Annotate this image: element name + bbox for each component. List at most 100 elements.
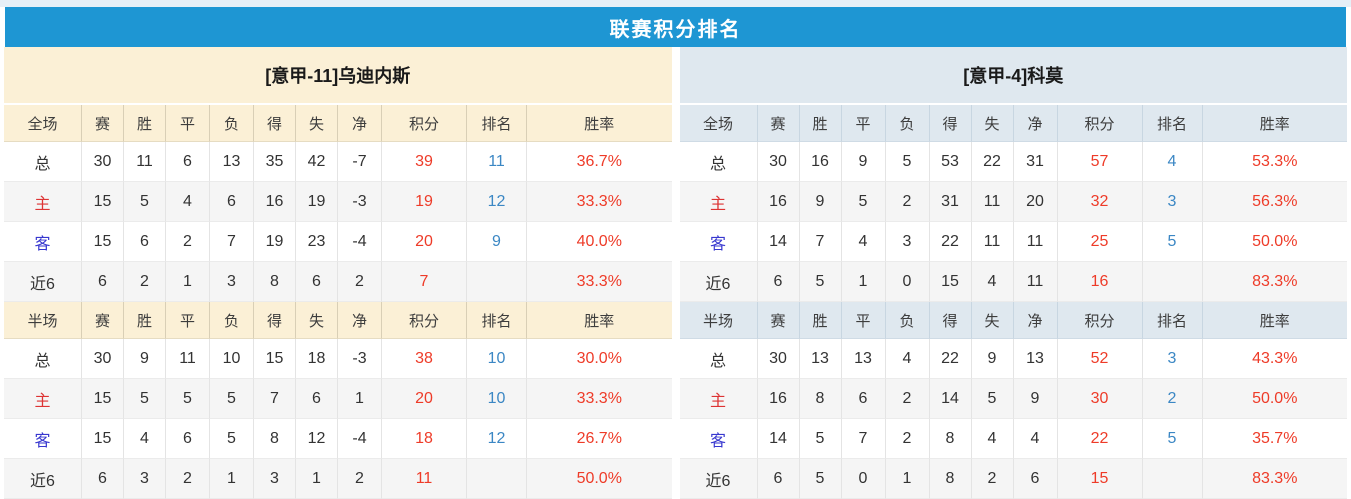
stat-cell: 9 xyxy=(971,339,1014,379)
row-label: 总 xyxy=(4,339,82,379)
stat-cell: 4 xyxy=(885,339,930,379)
team-panel-left: [意甲-11]乌迪内斯 全场赛胜平负得失净积分 排名 胜率总 30 11 6 13 35 42-… xyxy=(4,47,672,499)
winrate-cell: 36.7% xyxy=(527,142,672,182)
stat-cell: 30 xyxy=(757,339,800,379)
stat-cell: 6 xyxy=(82,459,124,499)
stat-cell: 18 xyxy=(296,339,338,379)
column-header: 赛 xyxy=(757,105,800,142)
top-strip xyxy=(0,0,1351,7)
column-header: 胜率 xyxy=(1202,302,1347,339)
winrate-cell: 50.0% xyxy=(1202,222,1347,262)
column-header: 失 xyxy=(296,105,338,142)
stat-cell: 22 xyxy=(929,339,972,379)
row-label: 主 xyxy=(679,182,758,222)
stat-cell: 4 xyxy=(841,222,886,262)
table-row: 主 15 5 4 6 16 19 -3 19 12 33.3% xyxy=(4,182,672,222)
winrate-cell: 33.3% xyxy=(527,379,672,419)
rank-cell: 9 xyxy=(467,222,527,262)
points-cell: 25 xyxy=(1057,222,1143,262)
row-label: 客 xyxy=(679,222,758,262)
stat-cell: 4 xyxy=(124,419,166,459)
column-header: 胜 xyxy=(799,105,842,142)
stat-cell: 4 xyxy=(166,182,210,222)
points-cell: 19 xyxy=(382,182,467,222)
winrate-cell: 50.0% xyxy=(527,459,672,499)
stat-cell: 6 xyxy=(757,459,800,499)
stat-cell: 6 xyxy=(296,262,338,302)
row-label: 主 xyxy=(4,182,82,222)
stat-cell: 14 xyxy=(757,222,800,262)
stat-cell: 19 xyxy=(254,222,296,262)
stat-cell: 5 xyxy=(210,419,254,459)
stat-cell: 5 xyxy=(124,379,166,419)
table-row: 主 16 9 5 2 31 11 20 32 3 56.3% xyxy=(679,182,1347,222)
column-header: 得 xyxy=(929,105,972,142)
stat-cell: 4 xyxy=(1013,419,1058,459)
column-header: 净 xyxy=(1013,302,1058,339)
stat-cell: 9 xyxy=(124,339,166,379)
column-header: 净 xyxy=(1013,105,1058,142)
points-cell: 52 xyxy=(1057,339,1143,379)
stats-table-full: 全场赛胜平负得失净积分 排名 胜率总 30 16 9 5 53 22 31 57 4 53.3% 主 16 9… xyxy=(679,105,1347,302)
table-row: 近6 6 2 1 3 8 6 2 7 33.3% xyxy=(4,262,672,302)
stat-cell: 23 xyxy=(296,222,338,262)
column-header: 排名 xyxy=(1142,302,1203,339)
stats-table-half: 半场赛胜平负得失净积分 排名 胜率总 30 9 11 10 15 18 -3 38 10 30.0% 主 1… xyxy=(4,302,672,499)
rank-cell: 3 xyxy=(1142,339,1203,379)
stat-cell: 4 xyxy=(971,419,1014,459)
winrate-cell: 35.7% xyxy=(1202,419,1347,459)
stat-cell: 16 xyxy=(254,182,296,222)
stat-cell: 9 xyxy=(799,182,842,222)
column-header: 平 xyxy=(166,302,210,339)
column-header: 负 xyxy=(885,302,930,339)
winrate-cell: 83.3% xyxy=(1202,262,1347,302)
column-header: 胜率 xyxy=(1202,105,1347,142)
stat-cell: 16 xyxy=(799,142,842,182)
stat-cell: 6 xyxy=(1013,459,1058,499)
rank-cell: 12 xyxy=(467,419,527,459)
table-row: 总 30 9 11 10 15 18 -3 38 10 30.0% xyxy=(4,339,672,379)
column-header: 积分 xyxy=(1057,105,1143,142)
rank-cell xyxy=(1142,262,1203,302)
stat-cell: 19 xyxy=(296,182,338,222)
rank-cell: 10 xyxy=(467,379,527,419)
stat-cell: 8 xyxy=(929,419,972,459)
rank-cell: 4 xyxy=(1142,142,1203,182)
winrate-cell: 26.7% xyxy=(527,419,672,459)
stat-cell: 9 xyxy=(841,142,886,182)
column-header: 胜 xyxy=(124,105,166,142)
stat-cell: 16 xyxy=(757,379,800,419)
points-cell: 22 xyxy=(1057,419,1143,459)
column-header-row: 全场赛胜平负得失净积分 排名 胜率 xyxy=(4,105,672,142)
table-row: 客 15 6 2 7 19 23 -4 20 9 40.0% xyxy=(4,222,672,262)
stat-cell: 5 xyxy=(124,182,166,222)
points-cell: 30 xyxy=(1057,379,1143,419)
stat-cell: 6 xyxy=(124,222,166,262)
rank-cell: 11 xyxy=(467,142,527,182)
stats-table-half: 半场赛胜平负得失净积分 排名 胜率总 30 13 13 4 22 9 13 52 3 43.3% 主 16 8… xyxy=(679,302,1347,499)
column-header: 负 xyxy=(210,302,254,339)
stat-cell: 3 xyxy=(254,459,296,499)
stat-cell: 15 xyxy=(82,379,124,419)
column-header: 失 xyxy=(971,302,1014,339)
row-label: 近6 xyxy=(679,262,758,302)
rank-cell: 2 xyxy=(1142,379,1203,419)
stat-cell: 15 xyxy=(929,262,972,302)
stat-cell: 9 xyxy=(1013,379,1058,419)
stat-cell: -3 xyxy=(338,182,382,222)
stat-cell: 7 xyxy=(210,222,254,262)
table-row: 总 30 11 6 13 35 42 -7 39 11 36.7% xyxy=(4,142,672,182)
column-header: 得 xyxy=(254,302,296,339)
rank-cell xyxy=(467,459,527,499)
points-cell: 32 xyxy=(1057,182,1143,222)
row-label: 近6 xyxy=(4,459,82,499)
stat-cell: 5 xyxy=(799,419,842,459)
column-header: 全场 xyxy=(4,105,82,142)
column-header: 胜率 xyxy=(527,302,672,339)
column-header: 排名 xyxy=(1142,105,1203,142)
column-header: 积分 xyxy=(382,105,467,142)
stat-cell: 31 xyxy=(1013,142,1058,182)
stat-cell: 8 xyxy=(799,379,842,419)
column-header-row: 全场赛胜平负得失净积分 排名 胜率 xyxy=(679,105,1347,142)
stat-cell: 14 xyxy=(757,419,800,459)
